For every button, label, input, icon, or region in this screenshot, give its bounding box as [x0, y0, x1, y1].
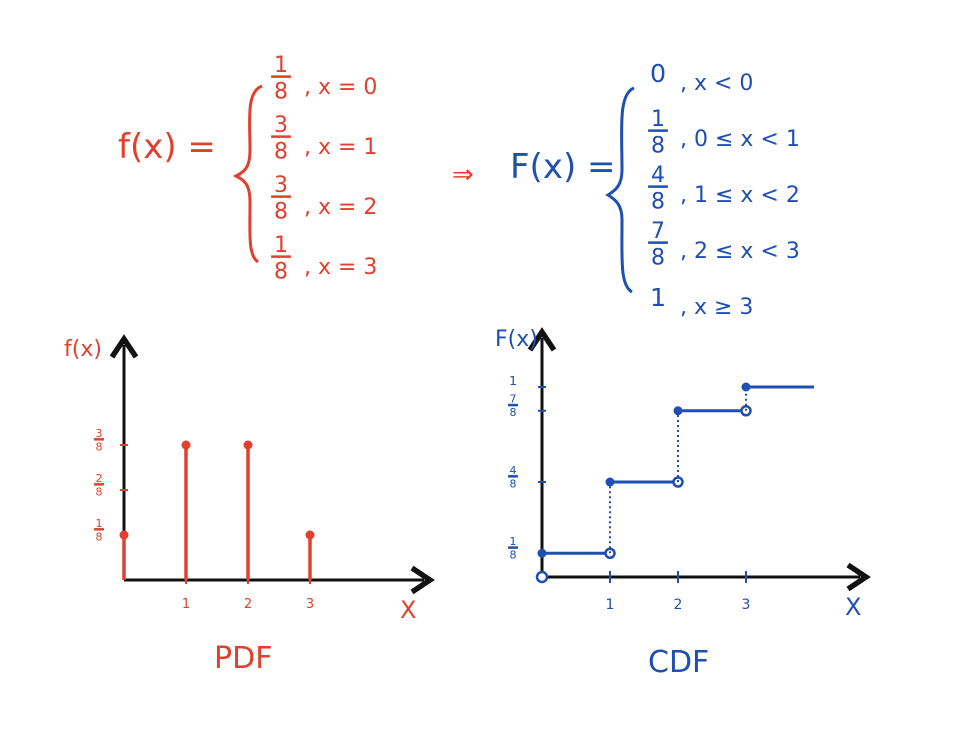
pdf-case-0-fraction: 18: [271, 53, 291, 105]
pdf-case-2-fraction-denominator: 8: [274, 200, 288, 225]
cdf-case-3-fraction-numerator: 7: [651, 219, 665, 244]
pdf-ytick-label-0-numerator: 1: [96, 517, 103, 530]
cdf-case-3-fraction-denominator: 8: [651, 246, 665, 271]
cdf-ytick-label-0-denominator: 8: [510, 549, 517, 562]
pdf-caption: PDF: [214, 641, 272, 676]
pdf-x-label: X: [400, 596, 416, 624]
pdf-ytick-label-0: 18: [94, 517, 104, 543]
cdf-case-0-fraction-value: 0: [650, 59, 666, 88]
pdf-ytick-label-1-numerator: 2: [96, 472, 103, 485]
cdf-closed-point-2: [673, 406, 683, 416]
pdf-point-0: [119, 530, 129, 540]
pdf-ytick-label-1-denominator: 8: [96, 485, 103, 498]
cdf-case-4-fraction-value: 1: [650, 283, 666, 312]
pdf-formula: f(x) = 18, x = 038, x = 138, x = 218, x …: [118, 53, 377, 285]
pdf-case-3-fraction: 18: [271, 233, 291, 285]
pdf-case-0-condition: , x = 0: [304, 75, 377, 100]
pdf-case-2-fraction: 38: [271, 173, 291, 225]
pdf-ytick-label-1: 28: [94, 472, 104, 498]
pdf-xtick-label-2: 3: [306, 597, 314, 612]
cdf-case-2-fraction-numerator: 4: [651, 163, 665, 188]
cdf-y-label: F(x): [495, 327, 538, 352]
pdf-point-2: [243, 440, 253, 450]
cdf-ytick-label-3: 1: [509, 373, 517, 388]
cdf-ytick-label-1-numerator: 4: [510, 464, 517, 477]
cdf-case-2-condition: , 1 ≤ x < 2: [680, 183, 800, 208]
pdf-xtick-label-0: 1: [182, 597, 190, 612]
pdf-case-3-fraction-numerator: 1: [274, 233, 288, 258]
cdf-xtick-label-2: 3: [742, 597, 751, 613]
cdf-ytick-label-2: 78: [508, 393, 518, 419]
cdf-case-1-fraction-numerator: 1: [651, 107, 665, 132]
pdf-y-label: f(x): [64, 337, 102, 362]
pdf-case-3-fraction-denominator: 8: [274, 260, 288, 285]
pdf-case-0-fraction-denominator: 8: [274, 80, 288, 105]
pdf-point-3: [305, 530, 315, 540]
cdf-ytick-label-1: 48: [508, 464, 518, 490]
cdf-case-2-fraction-denominator: 8: [651, 190, 665, 215]
pdf-ytick-label-2-denominator: 8: [96, 440, 103, 453]
pdf-case-2-fraction-numerator: 3: [274, 173, 288, 198]
cdf-origin-open-point: [535, 570, 549, 584]
pdf-ytick-label-0-denominator: 8: [96, 530, 103, 543]
cdf-case-3-fraction: 78: [648, 219, 668, 271]
cdf-ytick-label-2-denominator: 8: [510, 406, 517, 419]
pdf-xtick-label-1: 2: [244, 597, 252, 612]
pdf-formula-lhs: f(x) =: [118, 127, 216, 167]
pdf-case-0-fraction-numerator: 1: [274, 53, 288, 78]
cdf-ytick-label-0: 18: [508, 535, 518, 562]
pdf-brace: [232, 84, 263, 264]
cdf-case-2-fraction: 48: [648, 163, 668, 215]
cdf-formula-lhs: F(x) =: [510, 147, 616, 187]
cdf-ytick-label-0-numerator: 1: [510, 535, 517, 548]
cdf-ytick-label-3-value: 1: [509, 373, 517, 388]
cdf-ytick-label-1-denominator: 8: [510, 477, 517, 490]
cdf-case-1-fraction: 18: [648, 107, 668, 159]
cdf-case-4-condition: , x ≥ 3: [680, 295, 753, 320]
pdf-case-1-fraction-denominator: 8: [274, 140, 288, 165]
pdf-ytick-label-2: 38: [94, 427, 104, 453]
pdf-case-1-fraction: 38: [271, 113, 291, 165]
cdf-ytick-label-2-numerator: 7: [510, 393, 517, 406]
cdf-closed-point-0: [537, 548, 547, 558]
implies-arrow: ⇒: [452, 160, 474, 190]
cdf-formula: F(x) = 0, x < 018, 0 ≤ x < 148, 1 ≤ x < …: [510, 59, 800, 320]
pdf-case-1-condition: , x = 1: [304, 135, 377, 160]
cdf-xtick-label-1: 2: [674, 597, 683, 613]
cdf-case-1-condition: , 0 ≤ x < 1: [680, 127, 800, 152]
cdf-closed-point-1: [605, 477, 615, 487]
pdf-cases: 18, x = 038, x = 138, x = 218, x = 3: [271, 53, 377, 285]
cdf-case-1-fraction-denominator: 8: [651, 134, 665, 159]
cdf-case-0-condition: , x < 0: [680, 71, 753, 96]
cdf-case-0-fraction: 0: [650, 59, 666, 88]
pdf-case-2-condition: , x = 2: [304, 195, 377, 220]
cdf-case-3-condition: , 2 ≤ x < 3: [680, 239, 800, 264]
cdf-brace: [605, 86, 635, 294]
pdf-point-1: [181, 440, 191, 450]
cdf-caption: CDF: [648, 645, 709, 680]
cdf-cases: 0, x < 018, 0 ≤ x < 148, 1 ≤ x < 278, 2 …: [648, 59, 800, 320]
cdf-xtick-label-0: 1: [606, 597, 615, 613]
pdf-case-1-fraction-numerator: 3: [274, 113, 288, 138]
cdf-x-label: X: [845, 593, 861, 621]
cdf-closed-point-3: [741, 382, 751, 392]
cdf-case-4-fraction: 1: [650, 283, 666, 312]
pdf-case-3-condition: , x = 3: [304, 255, 377, 280]
pdf-ytick-label-2-numerator: 3: [96, 427, 103, 440]
